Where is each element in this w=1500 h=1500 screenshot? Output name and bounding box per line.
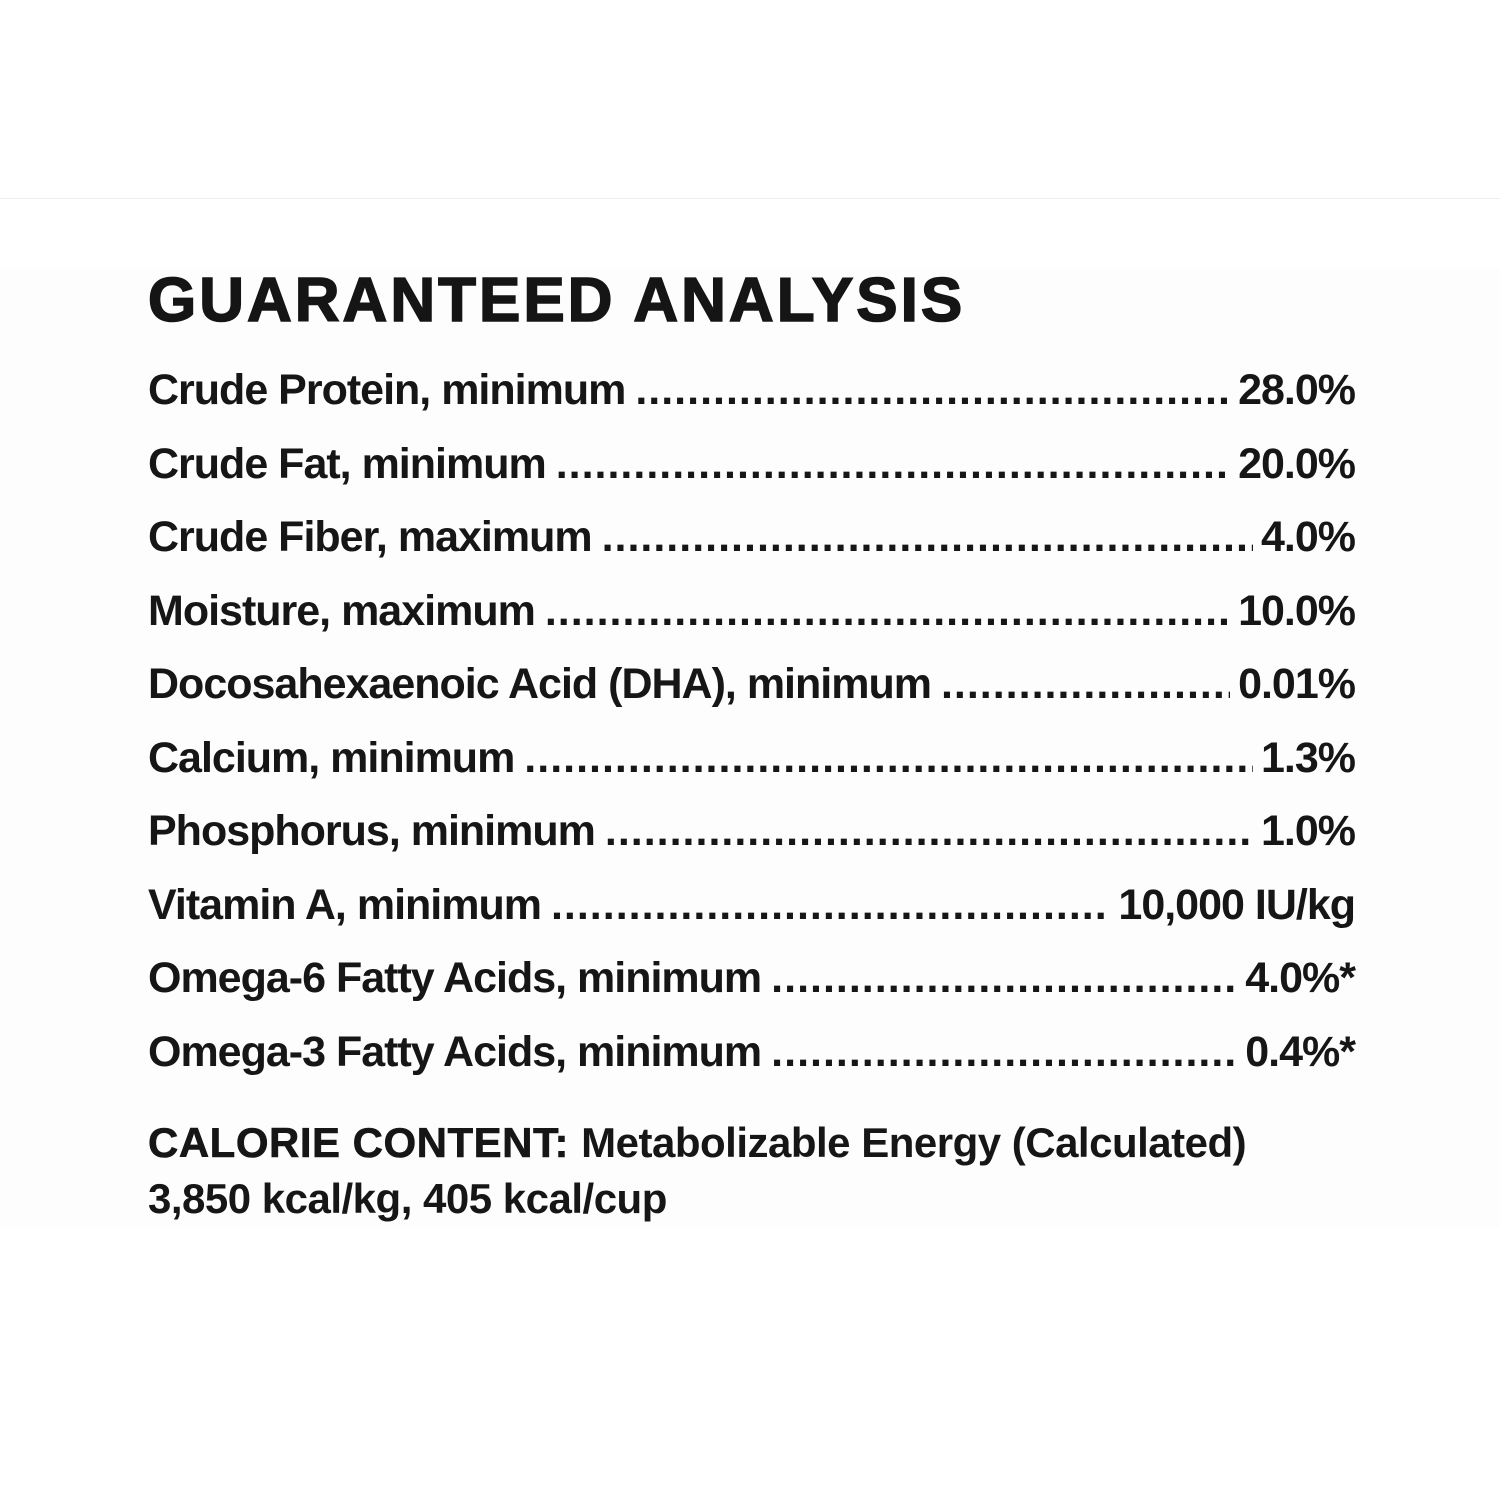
- analysis-row-value: 4.0%*: [1245, 954, 1356, 1002]
- dot-leader: ........................................…: [604, 807, 1253, 855]
- analysis-row: Phosphorus, minimum ....................…: [148, 795, 1356, 869]
- calorie-content-line1: CALORIE CONTENT: Metabolizable Energy (C…: [148, 1115, 1355, 1171]
- analysis-row: Omega-6 Fatty Acids, minimum ...........…: [148, 942, 1356, 1016]
- analysis-row: Docosahexaenoic Acid (DHA), minimum ....…: [148, 648, 1356, 722]
- analysis-row: Crude Fat, minimum .....................…: [148, 428, 1356, 502]
- analysis-row: Vitamin A, minimum .....................…: [148, 869, 1356, 943]
- dot-leader: ........................................…: [544, 586, 1231, 635]
- analysis-row: Crude Protein, minimum .................…: [148, 354, 1356, 428]
- analysis-row: Calcium, minimum .......................…: [148, 722, 1356, 796]
- section-title: GUARANTEED ANALYSIS: [147, 266, 966, 335]
- calorie-content-description: Metabolizable Energy (Calculated): [581, 1119, 1247, 1166]
- analysis-row-label: Docosahexaenoic Acid (DHA), minimum: [148, 660, 932, 708]
- analysis-row-value: 0.01%: [1238, 660, 1356, 708]
- analysis-row-value: 10.0%: [1238, 586, 1356, 635]
- analysis-row-label: Crude Protein, minimum: [148, 366, 626, 414]
- analysis-row: Crude Fiber, maximum ...................…: [148, 501, 1356, 575]
- analysis-row-label: Omega-6 Fatty Acids, minimum: [148, 954, 762, 1002]
- top-margin-divider: [0, 0, 1500, 199]
- dot-leader: ........................................…: [940, 660, 1230, 708]
- dot-leader: ........................................…: [555, 439, 1230, 488]
- guaranteed-analysis-panel: GUARANTEED ANALYSIS Crude Protein, minim…: [0, 266, 1500, 1227]
- analysis-row-value: 1.3%: [1260, 733, 1356, 782]
- analysis-row-label: Crude Fat, minimum: [148, 439, 547, 488]
- analysis-rows: Crude Protein, minimum .................…: [148, 354, 1356, 1090]
- analysis-row-value: 20.0%: [1238, 439, 1356, 488]
- analysis-row-value: 1.0%: [1260, 807, 1356, 855]
- analysis-row-label: Omega-3 Fatty Acids, minimum: [148, 1027, 762, 1076]
- dot-leader: ........................................…: [524, 733, 1253, 782]
- calorie-content-heading: CALORIE CONTENT:: [148, 1119, 582, 1167]
- analysis-row-value: 4.0%: [1260, 513, 1356, 561]
- dot-leader: ........................................…: [635, 366, 1231, 414]
- analysis-row-value: 28.0%: [1238, 366, 1356, 414]
- dot-leader: ........................................…: [771, 954, 1238, 1002]
- analysis-row-label: Crude Fiber, maximum: [148, 513, 593, 561]
- analysis-row-label: Vitamin A, minimum: [148, 880, 542, 929]
- dot-leader: ........................................…: [601, 513, 1253, 561]
- analysis-row-label: Phosphorus, minimum: [148, 807, 596, 855]
- calorie-content-values: 3,850 kcal/kg, 405 kcal/cup: [148, 1175, 667, 1222]
- analysis-row-label: Calcium, minimum: [148, 733, 515, 782]
- calorie-content-block: CALORIE CONTENT: Metabolizable Energy (C…: [148, 1115, 1355, 1227]
- analysis-row-label: Moisture, maximum: [148, 586, 536, 635]
- analysis-row: Omega-3 Fatty Acids, minimum ...........…: [148, 1016, 1356, 1090]
- analysis-row-value: 10,000 IU/kg: [1118, 880, 1356, 929]
- analysis-row-value: 0.4%*: [1245, 1027, 1356, 1076]
- dot-leader: ........................................…: [771, 1027, 1238, 1076]
- dot-leader: ........................................…: [550, 880, 1110, 929]
- analysis-row: Moisture, maximum ......................…: [148, 575, 1356, 649]
